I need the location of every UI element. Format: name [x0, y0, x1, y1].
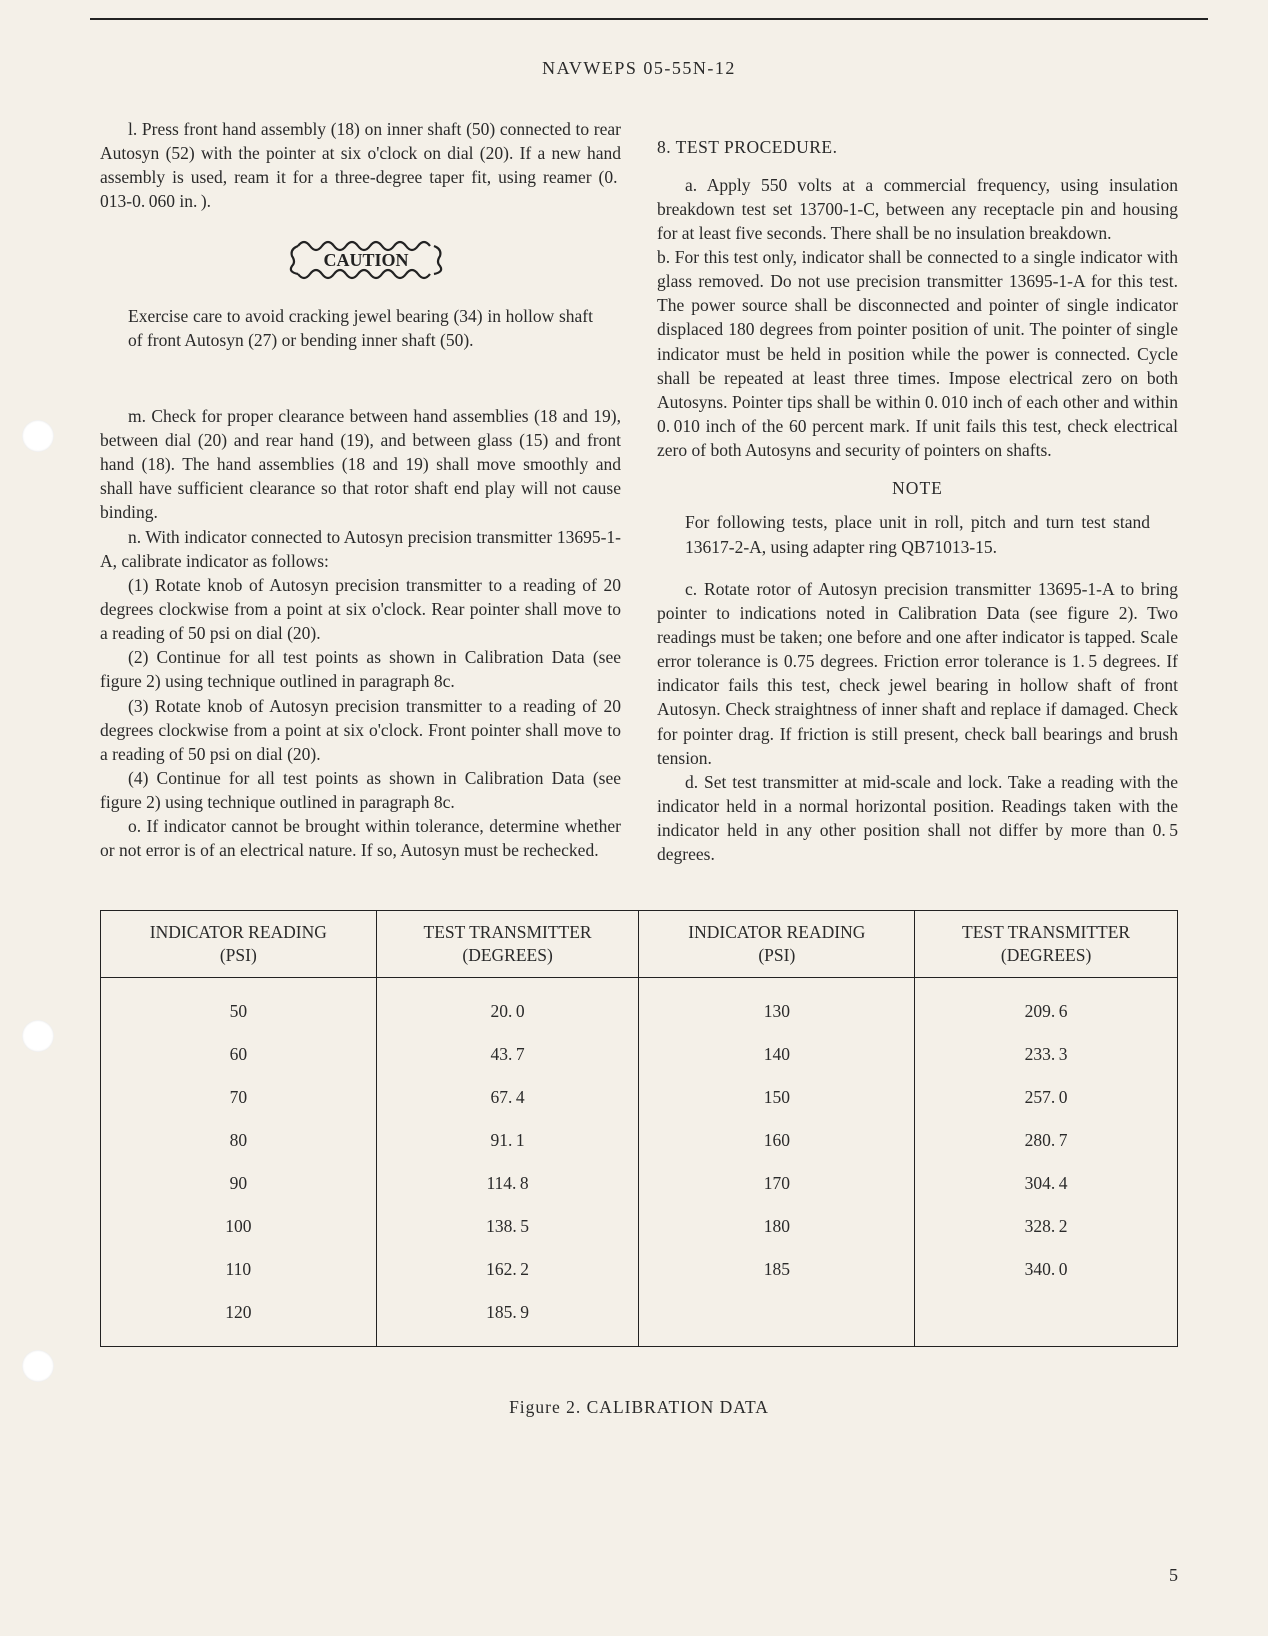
table-header: TEST TRANSMITTER (DEGREES) [376, 911, 639, 978]
paragraph-n: n. With indicator connected to Autosyn p… [100, 525, 621, 573]
table-value: 43. 7 [377, 1033, 639, 1076]
binder-hole [22, 1350, 54, 1382]
table-cell: 130 140 150 160 170 180 185 [639, 977, 915, 1346]
table-header: INDICATOR READING (PSI) [101, 911, 377, 978]
table-value: 50 [101, 990, 376, 1033]
table-cell: 20. 0 43. 7 67. 4 91. 1 114. 8 138. 5 16… [376, 977, 639, 1346]
left-column: l. Press front hand assembly (18) on inn… [100, 117, 621, 866]
table-value: 67. 4 [377, 1076, 639, 1119]
table-value: 233. 3 [915, 1033, 1177, 1076]
two-column-layout: l. Press front hand assembly (18) on inn… [100, 117, 1178, 866]
paragraph-m: m. Check for proper clearance between ha… [100, 404, 621, 525]
note-text: For following tests, place unit in roll,… [685, 510, 1150, 558]
caution-box: CAUTION [286, 238, 436, 282]
table-value: 91. 1 [377, 1119, 639, 1162]
paragraph-8b: b. For this test only, indicator shall b… [657, 245, 1178, 462]
table-value: 20. 0 [377, 990, 639, 1033]
paragraph-o: o. If indicator cannot be brought within… [100, 814, 621, 862]
note-heading: NOTE [657, 476, 1178, 500]
caution-text: Exercise care to avoid cracking jewel be… [128, 304, 593, 352]
table-value [639, 1291, 914, 1334]
table-value [915, 1291, 1177, 1334]
caution-border-icon: CAUTION [286, 238, 446, 282]
page-number: 5 [1169, 1565, 1178, 1586]
table-value: 160 [639, 1119, 914, 1162]
spacer [100, 380, 621, 404]
table-header: TEST TRANSMITTER (DEGREES) [915, 911, 1178, 978]
table-value: 185 [639, 1248, 914, 1291]
table-value: 70 [101, 1076, 376, 1119]
table-value: 60 [101, 1033, 376, 1076]
calibration-data-table: INDICATOR READING (PSI) TEST TRANSMITTER… [100, 910, 1178, 1347]
binder-hole [22, 1020, 54, 1052]
table-value: 170 [639, 1162, 914, 1205]
paragraph-n2: (2) Continue for all test points as show… [100, 645, 621, 693]
paragraph-8a: a. Apply 550 volts at a commercial frequ… [657, 173, 1178, 245]
table-value: 162. 2 [377, 1248, 639, 1291]
document-header-code: NAVWEPS 05-55N-12 [100, 58, 1178, 79]
table-value: 185. 9 [377, 1291, 639, 1334]
table-value: 120 [101, 1291, 376, 1334]
page: NAVWEPS 05-55N-12 l. Press front hand as… [0, 0, 1268, 1636]
table-value: 114. 8 [377, 1162, 639, 1205]
table-cell: 50 60 70 80 90 100 110 120 [101, 977, 377, 1346]
binder-hole [22, 420, 54, 452]
table-value: 180 [639, 1205, 914, 1248]
table-value: 110 [101, 1248, 376, 1291]
table-value: 138. 5 [377, 1205, 639, 1248]
table-value: 130 [639, 990, 914, 1033]
paragraph-n4: (4) Continue for all test points as show… [100, 766, 621, 814]
table-value: 280. 7 [915, 1119, 1177, 1162]
table-header: INDICATOR READING (PSI) [639, 911, 915, 978]
table-value: 209. 6 [915, 990, 1177, 1033]
table-value: 328. 2 [915, 1205, 1177, 1248]
caution-label: CAUTION [323, 250, 408, 270]
table-value: 90 [101, 1162, 376, 1205]
table-value: 150 [639, 1076, 914, 1119]
paragraph-8c: c. Rotate rotor of Autosyn precision tra… [657, 577, 1178, 770]
paragraph-n3: (3) Rotate knob of Autosyn precision tra… [100, 694, 621, 766]
table-value: 100 [101, 1205, 376, 1248]
table-value: 304. 4 [915, 1162, 1177, 1205]
table-value: 140 [639, 1033, 914, 1076]
right-column: 8. TEST PROCEDURE. a. Apply 550 volts at… [657, 117, 1178, 866]
figure-caption: Figure 2. CALIBRATION DATA [100, 1397, 1178, 1418]
section-8-heading: 8. TEST PROCEDURE. [657, 135, 1178, 159]
top-rule [90, 18, 1208, 20]
paragraph-n1: (1) Rotate knob of Autosyn precision tra… [100, 573, 621, 645]
paragraph-l: l. Press front hand assembly (18) on inn… [100, 117, 621, 214]
table-value: 257. 0 [915, 1076, 1177, 1119]
table-cell: 209. 6 233. 3 257. 0 280. 7 304. 4 328. … [915, 977, 1178, 1346]
table-value: 80 [101, 1119, 376, 1162]
paragraph-8d: d. Set test transmitter at mid-scale and… [657, 770, 1178, 867]
table-value: 340. 0 [915, 1248, 1177, 1291]
